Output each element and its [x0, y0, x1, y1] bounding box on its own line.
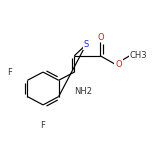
Text: CH3: CH3	[130, 51, 147, 60]
Text: S: S	[83, 40, 89, 49]
Text: NH2: NH2	[74, 87, 92, 96]
Text: NH2: NH2	[74, 87, 92, 96]
Text: F: F	[7, 68, 12, 77]
Text: O: O	[97, 33, 104, 41]
Text: F: F	[41, 121, 45, 130]
Text: O: O	[97, 33, 104, 41]
Text: F: F	[41, 121, 45, 130]
Text: CH3: CH3	[130, 51, 147, 60]
Text: S: S	[83, 40, 89, 49]
Text: O: O	[115, 60, 122, 69]
Text: O: O	[115, 60, 122, 69]
Text: F: F	[7, 68, 12, 77]
